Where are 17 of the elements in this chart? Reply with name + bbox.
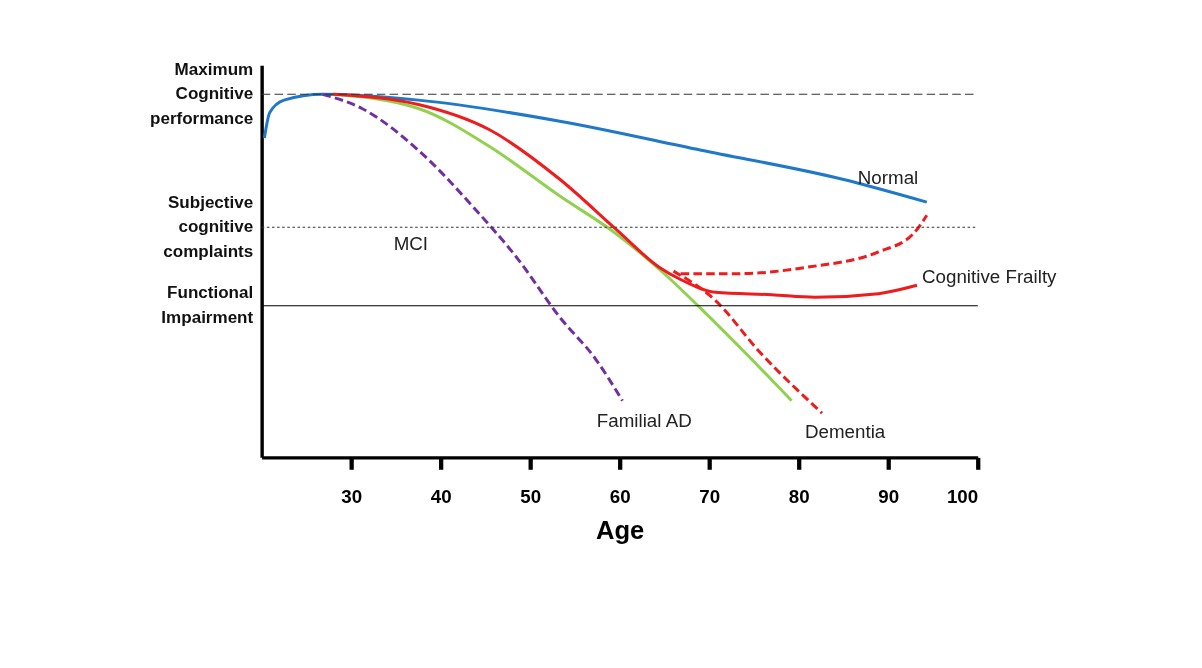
ref-line-label: Subjective cognitive complaints bbox=[163, 192, 254, 262]
series-label: Normal bbox=[857, 167, 919, 189]
x-tick-label: 90 bbox=[878, 486, 900, 508]
x-tick-label: 80 bbox=[788, 486, 810, 508]
x-tick-label: 40 bbox=[430, 486, 452, 508]
x-axis-title: Age bbox=[596, 515, 645, 544]
ref-line-label: Maximum Cognitive performance bbox=[150, 59, 254, 129]
x-tick-label: 60 bbox=[609, 486, 631, 508]
x-tick-label: 70 bbox=[699, 486, 721, 508]
series-label: Familial AD bbox=[596, 410, 692, 432]
series-label: Dementia bbox=[805, 420, 886, 442]
x-tick-label: 30 bbox=[341, 486, 363, 508]
x-tick-label: 50 bbox=[520, 486, 542, 508]
ref-line-label: Functional Impairment bbox=[161, 283, 254, 328]
annotation: MCI bbox=[393, 233, 429, 255]
series-label: Cognitive Frailty bbox=[922, 265, 1058, 287]
x-tick-label: 100 bbox=[946, 486, 979, 508]
